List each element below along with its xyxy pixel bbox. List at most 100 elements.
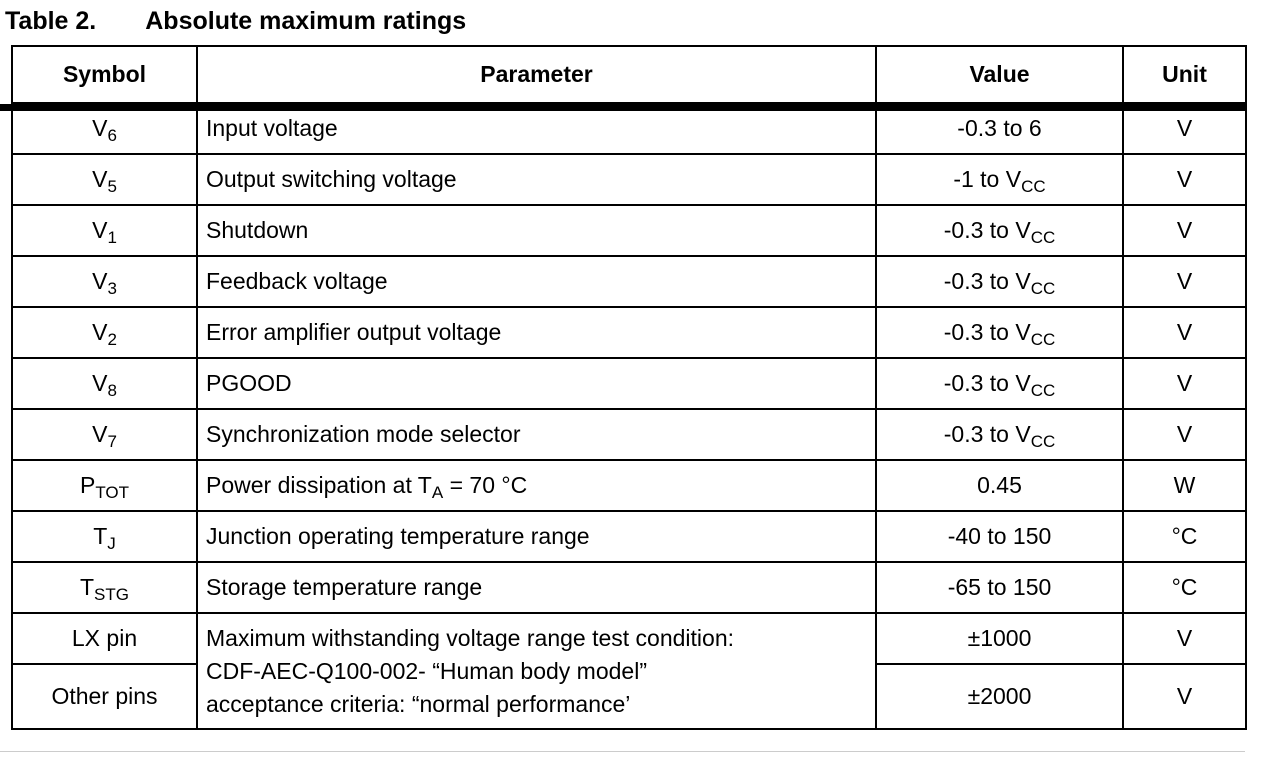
parameter-cell-merged: Maximum withstanding voltage range test … [196,612,877,730]
header-row: Symbol Parameter Value Unit [11,45,1247,104]
symbol-cell: TJ [11,510,198,563]
unit-cell: V [1122,153,1247,206]
symbol-text: V [92,217,108,243]
parameter-line: acceptance criteria: “normal performance… [206,690,631,717]
value-subscript: CC [1030,381,1056,400]
table-row-v3: V3 Feedback voltage -0.3 to VCC V [11,255,1247,308]
parameter-text: Storage temperature range [206,574,483,600]
symbol-subscript: 1 [107,228,117,247]
value-cell: -0.3 to VCC [875,357,1124,410]
value-cell: ±2000 [875,663,1124,730]
value-text: -65 to 150 [947,574,1052,600]
value-text: -0.3 to V [943,421,1031,447]
parameter-cell: Output switching voltage [196,153,877,206]
symbol-subscript: J [107,534,116,553]
absolute-maximum-ratings-table: Symbol Parameter Value Unit V6 Input vol… [11,45,1247,730]
table-row-lx-pin: LX pin Maximum withstanding voltage rang… [11,612,1247,730]
parameter-text: Output switching voltage [206,166,457,192]
unit-cell: °C [1122,510,1247,563]
symbol-subscript: 8 [107,381,117,400]
symbol-subscript: 2 [107,330,117,349]
parameter-cell: Junction operating temperature range [196,510,877,563]
value-subscript: CC [1030,228,1056,247]
parameter-cell: Error amplifier output voltage [196,306,877,359]
parameter-text: PGOOD [206,370,292,396]
table-row-v5: V5 Output switching voltage -1 to VCC V [11,153,1247,206]
parameter-line: Maximum withstanding voltage range test … [206,624,735,651]
parameter-cell: Feedback voltage [196,255,877,308]
value-subscript: CC [1030,330,1056,349]
parameter-text: Junction operating temperature range [206,523,590,549]
symbol-cell: V8 [11,357,198,410]
header-parameter: Parameter [196,45,877,104]
parameter-cell: Synchronization mode selector [196,408,877,461]
unit-cell: °C [1122,561,1247,614]
value-text: -0.3 to V [943,268,1031,294]
symbol-cell: V2 [11,306,198,359]
parameter-cell: Storage temperature range [196,561,877,614]
unit-cell: V [1122,408,1247,461]
unit-cell: V [1122,255,1247,308]
symbol-text: V [92,319,108,345]
header-unit: Unit [1122,45,1247,104]
table-row-v8: V8 PGOOD -0.3 to VCC V [11,357,1247,410]
table-body: V6 Input voltage -0.3 to 6 V V5 Output s… [11,102,1247,730]
symbol-text: T [79,574,95,600]
value-cell: 0.45 [875,459,1124,512]
symbol-subscript: 7 [107,432,117,451]
unit-cell: V [1122,663,1247,730]
unit-cell: W [1122,459,1247,512]
value-text: -0.3 to 6 [957,115,1042,141]
unit-cell: V [1122,306,1247,359]
value-cell: -40 to 150 [875,510,1124,563]
table-row-v7: V7 Synchronization mode selector -0.3 to… [11,408,1247,461]
value-subscript: CC [1030,432,1056,451]
unit-cell: V [1122,357,1247,410]
table-row-other-pins: Other pins ±2000 V [11,663,1247,730]
value-cell: -65 to 150 [875,561,1124,614]
symbol-cell: Other pins [11,663,198,730]
value-subscript: CC [1030,279,1056,298]
parameter-text: Shutdown [206,217,309,243]
table-row-ptot: PTOT Power dissipation at TA = 70 °C 0.4… [11,459,1247,512]
parameter-cell: PGOOD [196,357,877,410]
value-text: -1 to V [953,166,1022,192]
symbol-text: T [93,523,108,549]
parameter-text: Synchronization mode selector [206,421,521,447]
value-cell: -1 to VCC [875,153,1124,206]
value-text: -40 to 150 [947,523,1052,549]
value-cell: -0.3 to VCC [875,255,1124,308]
parameter-text: Feedback voltage [206,268,388,294]
symbol-text: V [92,421,108,447]
parameter-cell: Shutdown [196,204,877,257]
parameter-text: Input voltage [206,115,338,141]
table-row-v1: V1 Shutdown -0.3 to VCC V [11,204,1247,257]
parameter-text-post: = 70 °C [443,472,528,498]
symbol-cell: V1 [11,204,198,257]
header-symbol: Symbol [11,45,198,104]
symbol-subscript: STG [94,585,129,604]
bottom-faint-rule [0,751,1245,752]
value-text: -0.3 to V [943,319,1031,345]
symbol-subscript: 5 [107,177,117,196]
symbol-subscript: 3 [107,279,117,298]
table-caption: Table 2. Absolute maximum ratings [5,7,466,36]
header-divider-rule [0,104,1245,111]
symbol-subscript: 6 [107,126,117,145]
symbol-cell: V7 [11,408,198,461]
parameter-line: CDF-AEC-Q100-002- “Human body model” [206,657,647,684]
unit-cell: V [1122,612,1247,665]
table-title-text: Absolute maximum ratings [145,7,467,35]
value-text: 0.45 [977,472,1022,498]
parameter-cell: Power dissipation at TA = 70 °C [196,459,877,512]
symbol-text: V [92,268,108,294]
value-text: -0.3 to V [943,217,1031,243]
symbol-text: V [92,115,108,141]
symbol-cell: PTOT [11,459,198,512]
table-header: Symbol Parameter Value Unit [11,45,1247,104]
symbol-text: P [79,472,96,498]
value-cell: -0.3 to VCC [875,306,1124,359]
value-cell: ±1000 [875,612,1124,665]
symbol-cell: LX pin [11,612,198,665]
symbol-cell: TSTG [11,561,198,614]
